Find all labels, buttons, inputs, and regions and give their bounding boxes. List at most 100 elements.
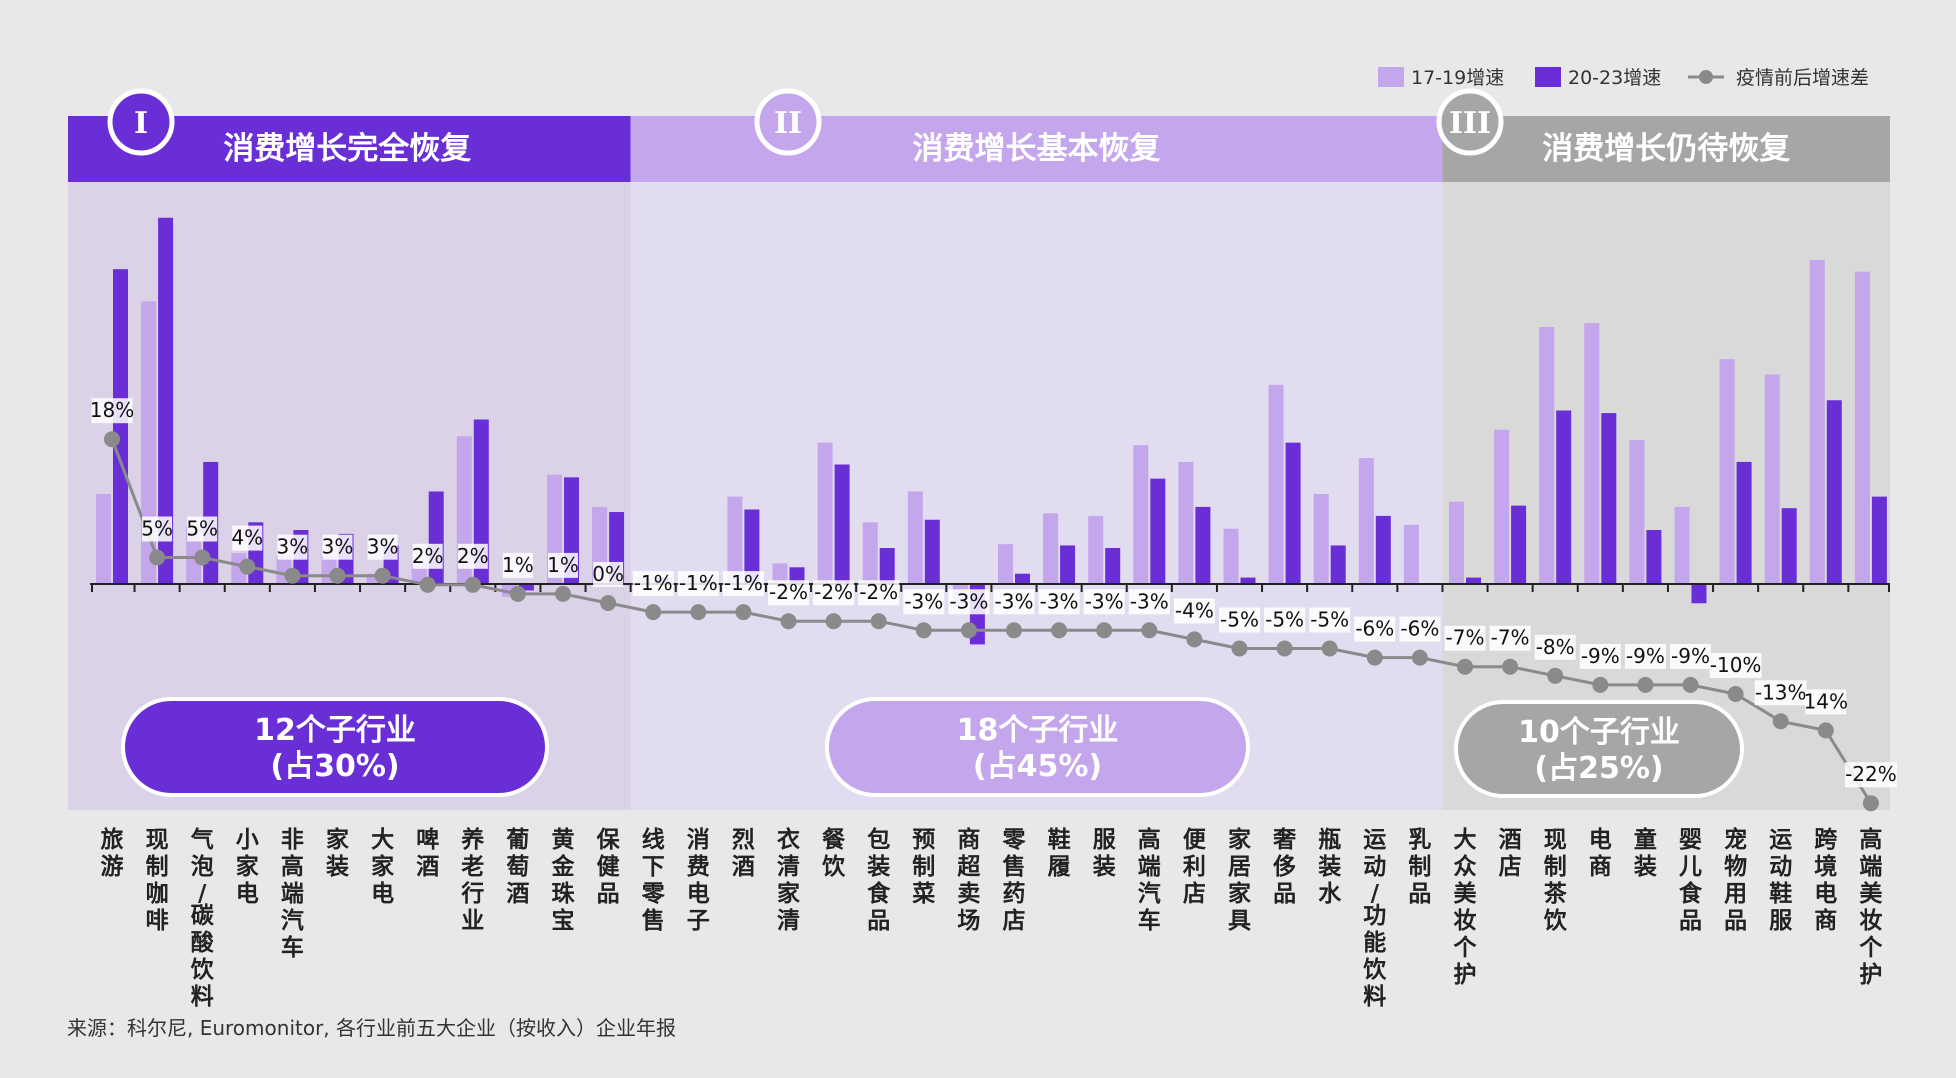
group-2-count: 18个子行业 [956,713,1119,748]
bar-20-23-28 [1330,545,1346,584]
bar-20-23-19 [924,519,940,584]
diff-label-bg-5 [277,534,308,560]
category-label-27: 奢侈品 [1272,827,1297,907]
diff-label-22: -3% [1040,589,1079,613]
legend-marker-icon [1699,70,1713,84]
diff-point-20 [960,622,977,639]
diff-label-28: -5% [1310,608,1349,632]
group-3-numeral-badge [1436,88,1504,156]
bar-17-19-1 [96,494,111,584]
category-label-31: 大众美妆个护 [1454,827,1478,988]
diff-point-19 [915,622,932,639]
diff-label-bg-18 [858,580,900,606]
diff-label-bg-6 [322,534,353,560]
diff-label-bg-4 [232,525,263,551]
category-label-22: 鞋履 [1048,827,1071,880]
diff-label-bg-24 [1128,589,1170,615]
category-label-33: 现制茶饮 [1543,827,1568,934]
legend-swatch-1 [1378,67,1404,87]
diff-label-33: -8% [1536,635,1575,659]
diff-label-35: -9% [1626,644,1665,668]
category-label-20: 商超卖场 [957,826,981,934]
diff-point-29 [1366,649,1383,666]
bar-17-19-32 [1494,429,1510,584]
diff-label-17: -2% [814,580,853,604]
category-label-36: 婴儿食品 [1679,827,1703,934]
diff-point-24 [1141,622,1158,639]
bar-17-19-15 [727,496,743,584]
diff-point-32 [1502,658,1519,675]
bar-20-23-21 [1015,573,1030,584]
bar-20-23-15 [744,509,760,584]
bar-20-23-18 [879,548,895,584]
bar-20-23-9 [473,419,489,584]
bar-17-19-25 [1178,461,1194,584]
category-label-25: 便利店 [1183,827,1207,907]
diff-label-13: -1% [634,571,673,595]
bar-17-19-18 [862,522,878,584]
source-note: 来源：科尔尼, Euromonitor, 各行业前五大企业（按收入）企业年报 [67,1016,677,1040]
diff-point-18 [870,613,887,630]
bar-17-19-28 [1313,494,1329,584]
diff-label-10: 1% [502,553,534,577]
diff-point-6 [329,567,346,584]
diff-label-2: 5% [141,517,173,541]
category-label-11: 黄金珠宝 [551,827,576,934]
category-label-10: 葡萄酒 [505,827,529,907]
bar-17-19-40 [1854,271,1870,584]
bar-20-23-23 [1105,548,1121,584]
diff-label-bg-26 [1219,607,1260,633]
category-label-26: 家居家具 [1228,826,1251,934]
diff-label-12: 0% [592,562,624,586]
bar-17-19-36 [1674,506,1690,584]
group-3-header [1442,116,1890,182]
diff-point-27 [1276,640,1293,657]
diff-label-bg-29 [1354,616,1396,642]
bar-20-23-37 [1736,461,1752,584]
diff-label-bg-1 [91,398,133,424]
diff-label-bg-16 [768,580,809,606]
bar-20-23-24 [1150,478,1166,584]
diff-label-bg-11 [548,552,578,578]
diff-label-bg-35 [1624,643,1666,669]
group-2-title: 消费增长基本恢复 [913,131,1161,167]
diff-label-bg-19 [903,589,945,615]
diff-point-3 [194,549,211,566]
bar-20-23-16 [789,567,805,584]
diff-label-bg-21 [993,589,1035,615]
diff-label-30: -6% [1400,617,1439,641]
diff-label-19: -3% [904,589,943,613]
category-label-7: 大家电 [371,827,394,907]
diff-label-4: 4% [231,526,263,550]
legend-label-2: 20-23增速 [1568,67,1661,89]
diff-label-34: -9% [1581,644,1620,668]
category-label-38: 运动鞋服 [1769,827,1793,934]
category-label-12: 保健品 [596,826,621,907]
group-1-title: 消费增长完全恢复 [223,131,471,167]
legend-label-1: 17-19增速 [1411,67,1504,89]
diff-label-bg-2 [142,516,173,542]
diff-label-bg-22 [1038,589,1080,615]
diff-label-bg-37 [1709,653,1762,678]
bar-20-23-39 [1826,400,1842,584]
category-label-17: 餐饮 [821,827,846,880]
bar-17-19-31 [1449,501,1464,584]
diff-label-bg-17 [813,580,855,606]
bar-20-23-25 [1195,506,1211,584]
category-label-28: 瓶装水 [1318,827,1342,907]
category-label-16: 衣清家清 [777,826,800,934]
diff-label-25: -4% [1175,598,1214,622]
diff-label-29: -6% [1355,617,1394,641]
diff-label-39: 14% [1804,689,1848,713]
diff-point-31 [1457,658,1473,675]
diff-label-bg-27 [1264,607,1306,633]
bar-20-23-17 [834,464,850,584]
bar-17-19-2 [141,301,157,584]
diff-line [110,438,1873,804]
diff-label-36: -9% [1671,644,1710,668]
diff-point-16 [780,613,797,630]
diff-point-25 [1186,631,1203,648]
diff-point-11 [555,585,571,602]
bar-17-19-39 [1809,260,1825,584]
diff-label-bg-28 [1309,607,1351,633]
